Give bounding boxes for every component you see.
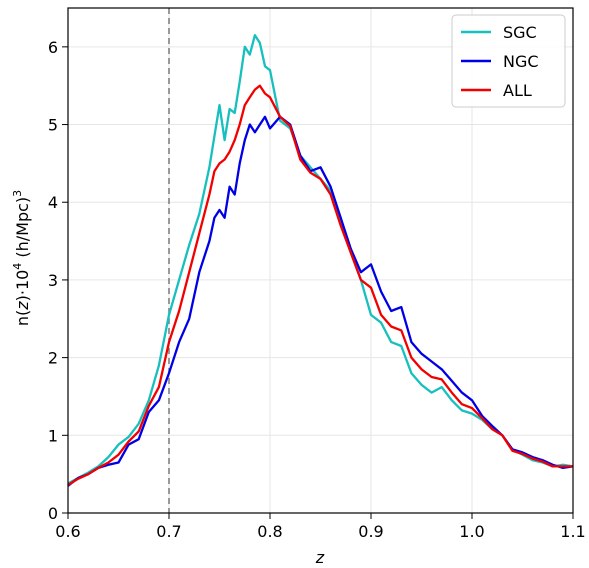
y-axis-label: n(z)·104 (h/Mpc)3 [11, 190, 32, 326]
legend-label-all: ALL [503, 81, 532, 100]
legend-label-sgc: SGC [503, 23, 537, 42]
legend-label-ngc: NGC [503, 52, 539, 71]
y-tick-label: 1 [48, 426, 58, 445]
x-tick-label: 1.0 [459, 522, 484, 541]
y-tick-label: 3 [48, 271, 58, 290]
y-tick-label: 4 [48, 193, 58, 212]
x-axis-label: z [315, 548, 325, 567]
y-tick-label: 0 [48, 504, 58, 523]
x-axis: 0.6 0.7 0.8 0.9 1.0 1.1 [55, 513, 586, 541]
x-tick-label: 0.7 [156, 522, 181, 541]
series-line-all [67, 84, 573, 486]
plot-series [67, 34, 574, 487]
x-tick-label: 0.6 [55, 522, 80, 541]
y-axis: 0 1 2 3 4 5 6 [48, 38, 68, 523]
x-tick-label: 0.9 [358, 522, 383, 541]
x-tick-label: 0.8 [257, 522, 282, 541]
y-tick-label: 2 [48, 349, 58, 368]
series-line-ngc [67, 115, 574, 487]
plot-frame [67, 7, 574, 514]
y-tick-label: 6 [48, 38, 58, 57]
legend: SGC NGC ALL [451, 14, 566, 108]
y-tick-label: 5 [48, 116, 58, 135]
legend-box [451, 14, 566, 108]
x-tick-label: 1.1 [560, 522, 585, 541]
